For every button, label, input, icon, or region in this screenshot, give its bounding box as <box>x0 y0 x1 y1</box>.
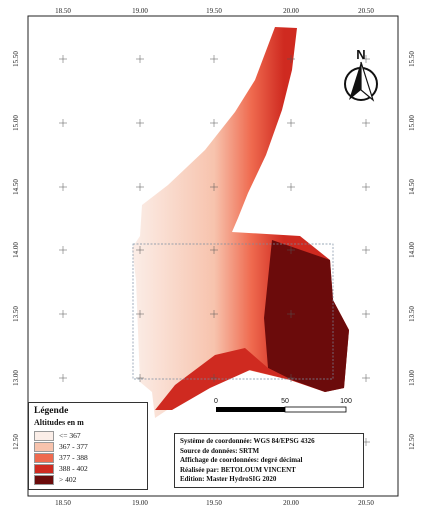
y-ticks-right: 15.50 15.00 14.50 14.00 13.50 13.00 12.5… <box>408 51 416 450</box>
x-tick-bottom: 20.50 <box>358 499 374 507</box>
x-tick-top: 20.00 <box>283 7 299 15</box>
x-tick-bottom: 19.00 <box>132 499 148 507</box>
legend-item: 388 - 402 <box>34 463 142 474</box>
info-edition: Edition: Master HydroSIG 2020 <box>180 475 277 483</box>
legend-subtitle: Altitudes en m <box>34 418 84 427</box>
x-ticks-top: 18.50 19.00 19.50 20.00 20.50 <box>55 7 374 15</box>
north-arrow-icon: N <box>344 48 378 102</box>
legend-label: <= 367 <box>59 431 81 440</box>
scale-segment-light <box>284 406 347 413</box>
x-tick-top: 18.50 <box>55 7 71 15</box>
info-author: Réalisée par: BETOLOUM VINCENT <box>180 465 296 474</box>
y-tick-left: 13.00 <box>12 370 20 386</box>
legend-label: 367 - 377 <box>59 442 88 451</box>
north-label: N <box>356 48 365 62</box>
y-tick-right: 14.50 <box>408 179 416 195</box>
legend-swatch <box>34 441 54 452</box>
y-tick-left: 15.00 <box>12 115 20 131</box>
y-tick-left: 14.00 <box>12 242 20 258</box>
scale-label-50: 50 <box>281 398 289 405</box>
y-tick-left: 13.50 <box>12 306 20 322</box>
info-coordinate-display: Affichage de coordonnées: degré décimal <box>180 456 303 464</box>
x-tick-top: 20.50 <box>358 7 374 15</box>
y-tick-left: 15.50 <box>12 51 20 67</box>
scale-bar: 0 50 100 km <box>214 398 352 413</box>
legend-swatch <box>34 430 54 441</box>
high-elevation-zone <box>264 240 349 392</box>
y-tick-right: 14.00 <box>408 242 416 258</box>
legend-swatch <box>34 463 54 474</box>
y-tick-left: 14.50 <box>12 179 20 195</box>
map-info-box: Système de coordonnée: WGS 84/EPSG 4326 … <box>174 433 364 488</box>
scale-label-0: 0 <box>214 398 218 405</box>
legend-swatch <box>34 452 54 463</box>
info-data-source: Source de données: SRTM <box>180 446 260 455</box>
x-tick-bottom: 20.00 <box>283 499 299 507</box>
scale-label-100: 100 <box>340 398 352 405</box>
y-tick-left: 12.50 <box>12 434 20 450</box>
y-tick-right: 13.00 <box>408 370 416 386</box>
info-coordinate-system: Système de coordonnée: WGS 84/EPSG 4326 <box>180 437 315 445</box>
scale-segment-dark <box>216 407 285 412</box>
x-tick-top: 19.00 <box>132 7 148 15</box>
y-tick-right: 15.50 <box>408 51 416 67</box>
x-tick-top: 19.50 <box>206 7 222 15</box>
legend-item: 377 - 388 <box>34 452 142 463</box>
legend: Légende Altitudes en m <= 367 367 - 377 … <box>28 402 148 490</box>
legend-title: Légende <box>34 406 69 416</box>
legend-label: > 402 <box>59 475 77 484</box>
x-ticks-bottom: 18.50 19.00 19.50 20.00 20.50 <box>55 499 374 507</box>
y-tick-right: 12.50 <box>408 434 416 450</box>
x-tick-bottom: 19.50 <box>206 499 222 507</box>
legend-item: 367 - 377 <box>34 441 142 452</box>
x-tick-bottom: 18.50 <box>55 499 71 507</box>
legend-item: > 402 <box>34 474 142 485</box>
legend-item: <= 367 <box>34 430 142 441</box>
legend-swatch <box>34 474 54 485</box>
y-ticks-left: 15.50 15.00 14.50 14.00 13.50 13.00 12.5… <box>12 51 20 450</box>
legend-label: 388 - 402 <box>59 464 88 473</box>
y-tick-right: 13.50 <box>408 306 416 322</box>
legend-label: 377 - 388 <box>59 453 88 462</box>
extent-rectangle <box>132 243 334 380</box>
y-tick-right: 15.00 <box>408 115 416 131</box>
